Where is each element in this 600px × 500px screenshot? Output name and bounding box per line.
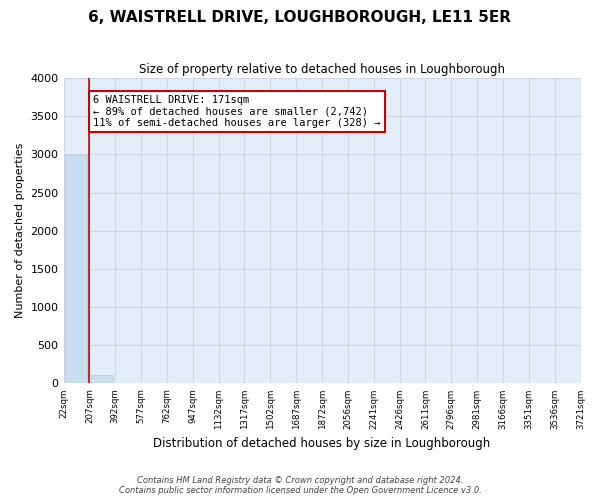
Title: Size of property relative to detached houses in Loughborough: Size of property relative to detached ho… — [139, 62, 505, 76]
Bar — [65, 155, 88, 384]
Text: Contains HM Land Registry data © Crown copyright and database right 2024.
Contai: Contains HM Land Registry data © Crown c… — [119, 476, 481, 495]
Text: 6, WAISTRELL DRIVE, LOUGHBOROUGH, LE11 5ER: 6, WAISTRELL DRIVE, LOUGHBOROUGH, LE11 5… — [89, 10, 511, 25]
Text: 6 WAISTRELL DRIVE: 171sqm
← 89% of detached houses are smaller (2,742)
11% of se: 6 WAISTRELL DRIVE: 171sqm ← 89% of detac… — [93, 95, 381, 128]
Bar — [91, 375, 113, 384]
Y-axis label: Number of detached properties: Number of detached properties — [15, 143, 25, 318]
X-axis label: Distribution of detached houses by size in Loughborough: Distribution of detached houses by size … — [154, 437, 491, 450]
